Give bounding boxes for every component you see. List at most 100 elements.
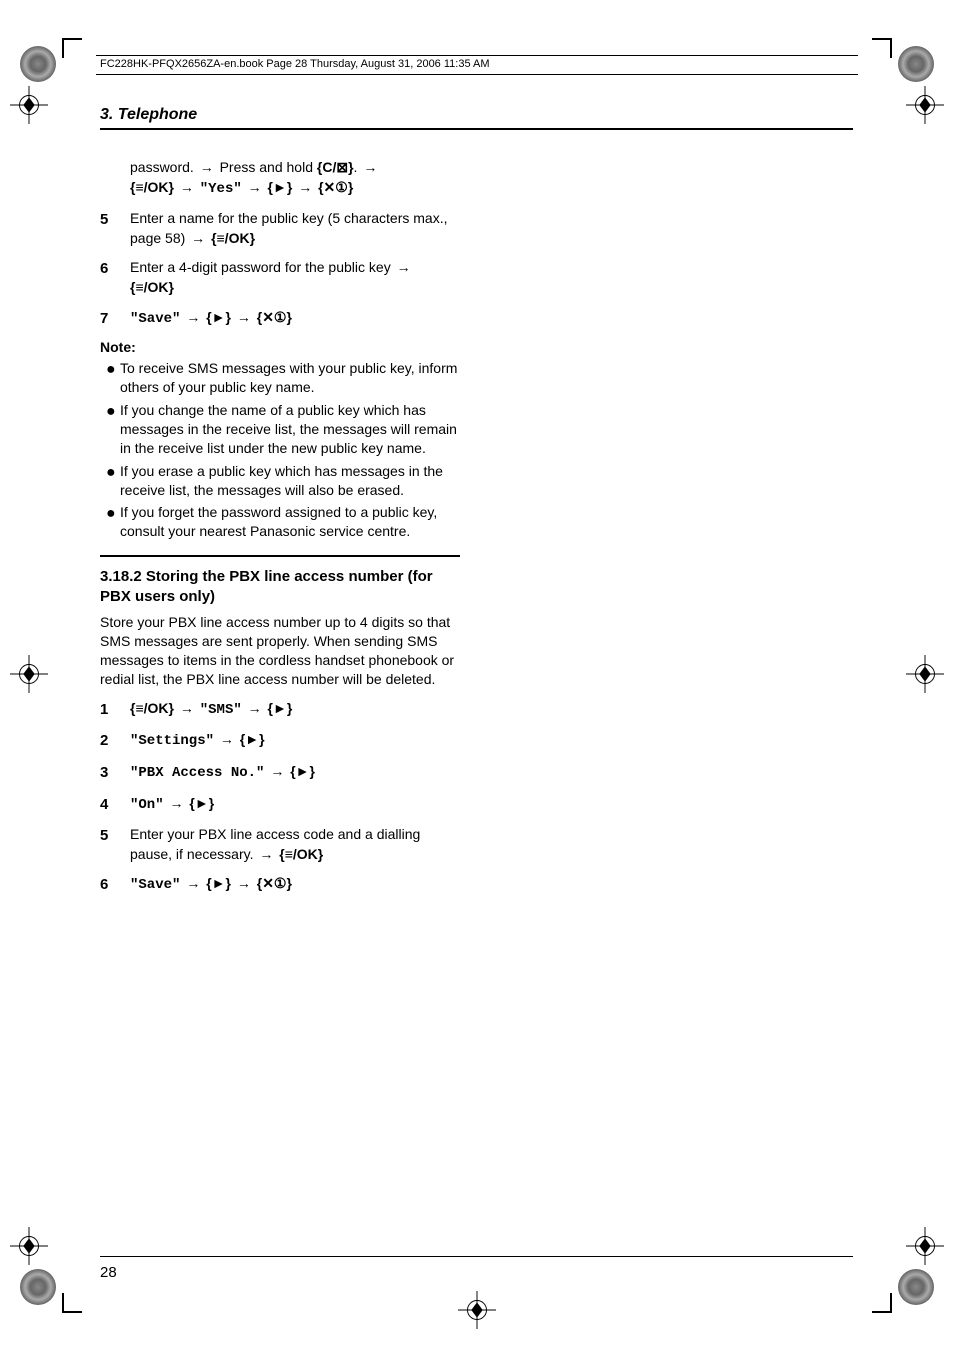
section-heading: 3.18.2 Storing the PBX line access numbe… xyxy=(100,567,460,608)
note-list: ● To receive SMS messages with your publ… xyxy=(100,359,460,541)
arrow-icon: → xyxy=(246,700,264,716)
step-num: 5 xyxy=(100,825,130,864)
cont-press-hold: Press and hold xyxy=(220,159,313,175)
step-num: 3 xyxy=(100,762,130,784)
arrow-icon: → xyxy=(235,309,253,325)
step-num: 7 xyxy=(100,308,130,330)
arrow-icon: → xyxy=(257,846,275,862)
menu-ok-button: {≡/OK} xyxy=(130,700,174,716)
arrow-icon: → xyxy=(395,259,413,275)
reg-mark-left-top xyxy=(10,86,48,124)
c-clear-button: {C/⊠} xyxy=(317,159,354,175)
menu-ok-button: {≡/OK} xyxy=(130,279,174,295)
bullet-icon: ● xyxy=(100,401,120,458)
reg-mark-right-bot xyxy=(906,1227,944,1265)
save-option: "Save" xyxy=(130,311,180,327)
header-rule-top xyxy=(96,55,858,56)
pbx-step-2: 2 "Settings" → {►} xyxy=(100,730,460,752)
reg-mark-left-bot xyxy=(10,1227,48,1265)
step-num: 6 xyxy=(100,874,130,896)
corner-tr xyxy=(872,38,892,58)
pbx-steps: 1 {≡/OK} → "SMS" → {►} 2 "Settings" → {►… xyxy=(100,699,460,896)
note-heading: Note: xyxy=(100,339,460,355)
off-button: {✕①} xyxy=(318,179,353,195)
step-5: 5 Enter a name for the public key (5 cha… xyxy=(100,209,460,248)
pbx-step-6: 6 "Save" → {►} → {✕①} xyxy=(100,874,460,896)
arrow-icon: → xyxy=(296,179,314,195)
corner-br xyxy=(872,1293,892,1313)
save-option: "Save" xyxy=(130,877,180,893)
note-text: If you erase a public key which has mess… xyxy=(120,462,460,500)
arrow-icon: → xyxy=(218,731,236,747)
page-number: 28 xyxy=(100,1264,117,1281)
step-num: 6 xyxy=(100,258,130,297)
play-button: {►} xyxy=(240,731,265,747)
arrow-icon: → xyxy=(198,159,216,175)
off-button: {✕①} xyxy=(257,309,292,325)
play-button: {►} xyxy=(268,179,293,195)
footer-rule xyxy=(100,1256,853,1257)
reg-mark-bot-center xyxy=(458,1291,496,1329)
pbx-step-4: 4 "On" → {►} xyxy=(100,794,460,816)
arrow-icon: → xyxy=(235,875,253,891)
chapter-heading: 3. Telephone xyxy=(100,106,460,124)
rosette-bl xyxy=(20,1269,56,1305)
settings-option: "Settings" xyxy=(130,733,214,749)
rosette-tr xyxy=(898,46,934,82)
note-item: ● If you change the name of a public key… xyxy=(100,401,460,458)
play-button: {►} xyxy=(189,795,214,811)
step-cont: password. → Press and hold {C/⊠}. → {≡/O… xyxy=(100,158,460,199)
section-rule xyxy=(100,555,460,557)
arrow-icon: → xyxy=(178,179,196,195)
arrow-icon: → xyxy=(178,700,196,716)
menu-ok-button: {≡/OK} xyxy=(130,179,174,195)
arrow-icon: → xyxy=(184,875,202,891)
step-5-text: Enter a name for the public key (5 chara… xyxy=(130,210,447,246)
cont-text-pre: password. xyxy=(130,159,194,175)
reg-mark-right-top xyxy=(906,86,944,124)
on-option: "On" xyxy=(130,797,164,813)
corner-tl xyxy=(62,38,82,58)
play-button: {►} xyxy=(290,763,315,779)
step-6-text: Enter a 4-digit password for the public … xyxy=(130,259,391,275)
arrow-icon: → xyxy=(168,795,186,811)
pbx-access-option: "PBX Access No." xyxy=(130,765,264,781)
step-6: 6 Enter a 4-digit password for the publi… xyxy=(100,258,460,297)
arrow-icon: → xyxy=(184,309,202,325)
continuation-steps: password. → Press and hold {C/⊠}. → {≡/O… xyxy=(100,158,460,329)
step-num: 1 xyxy=(100,699,130,721)
step-num: 5 xyxy=(100,209,130,248)
rosette-br xyxy=(898,1269,934,1305)
header-text: FC228HK-PFQX2656ZA-en.book Page 28 Thurs… xyxy=(100,58,490,70)
step-num: 4 xyxy=(100,794,130,816)
note-item: ● If you erase a public key which has me… xyxy=(100,462,460,500)
arrow-icon: → xyxy=(268,763,286,779)
reg-mark-right-mid xyxy=(906,655,944,693)
pbx-step-3: 3 "PBX Access No." → {►} xyxy=(100,762,460,784)
section-paragraph: Store your PBX line access number up to … xyxy=(100,613,460,689)
menu-ok-button: {≡/OK} xyxy=(279,846,323,862)
arrow-icon: → xyxy=(246,179,264,195)
off-button: {✕①} xyxy=(257,875,292,891)
arrow-icon: → xyxy=(361,159,379,175)
note-item: ● To receive SMS messages with your publ… xyxy=(100,359,460,397)
menu-ok-button: {≡/OK} xyxy=(211,230,255,246)
step-7: 7 "Save" → {►} → {✕①} xyxy=(100,308,460,330)
play-button: {►} xyxy=(268,700,293,716)
play-button: {►} xyxy=(206,309,231,325)
bullet-icon: ● xyxy=(100,503,120,541)
pbx-step-1: 1 {≡/OK} → "SMS" → {►} xyxy=(100,699,460,721)
header-rule-bot xyxy=(96,74,858,75)
step-num: 2 xyxy=(100,730,130,752)
yes-option: "Yes" xyxy=(200,181,242,197)
content-column: 3. Telephone password. → Press and hold … xyxy=(100,106,460,906)
note-text: If you change the name of a public key w… xyxy=(120,401,460,458)
corner-bl xyxy=(62,1293,82,1313)
note-item: ● If you forget the password assigned to… xyxy=(100,503,460,541)
arrow-icon: → xyxy=(189,230,207,246)
sms-option: "SMS" xyxy=(200,702,242,718)
reg-mark-left-mid xyxy=(10,655,48,693)
chapter-rule xyxy=(100,128,853,130)
rosette-tl xyxy=(20,46,56,82)
note-text: If you forget the password assigned to a… xyxy=(120,503,460,541)
